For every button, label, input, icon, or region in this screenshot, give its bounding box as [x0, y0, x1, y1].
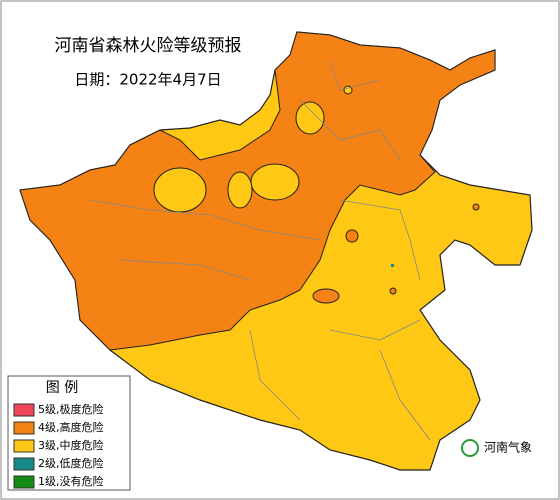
legend-swatch	[13, 475, 35, 489]
legend-swatch	[13, 421, 35, 435]
region-level-3	[295, 101, 325, 135]
region-level-4	[312, 288, 340, 304]
region-level-4	[472, 203, 480, 211]
region-level-2	[391, 264, 394, 267]
legend-title: 图 例	[46, 380, 78, 396]
watermark-icon	[461, 439, 479, 457]
region-level-3	[250, 163, 300, 201]
legend-label: 2级,低度危险	[38, 456, 104, 470]
legend-swatch	[13, 457, 35, 471]
watermark-text: 河南气象	[484, 440, 532, 455]
legend-swatch	[13, 403, 35, 417]
region-level-3	[227, 171, 253, 209]
province-map	[19, 31, 533, 471]
legend-label: 5级,极度危险	[38, 402, 104, 416]
region-level-4	[345, 229, 359, 243]
map-date: 日期：2022年4月7日	[74, 71, 221, 89]
watermark: 河南气象	[461, 439, 532, 457]
region-level-3	[343, 85, 353, 95]
legend-swatch	[13, 439, 35, 453]
legend-label: 3级,中度危险	[38, 438, 104, 452]
legend-label: 4级,高度危险	[38, 420, 104, 434]
region-level-4	[389, 287, 397, 295]
map-title: 河南省森林火险等级预报	[55, 36, 242, 56]
region-level-3	[153, 167, 207, 213]
city-borders	[89, 59, 431, 441]
legend: 图 例 5级,极度危险 4级,高度危险 3级,中度危险 2级,低度危险 1级,没有危险	[7, 375, 131, 491]
legend-label: 1级,没有危险	[38, 474, 104, 488]
